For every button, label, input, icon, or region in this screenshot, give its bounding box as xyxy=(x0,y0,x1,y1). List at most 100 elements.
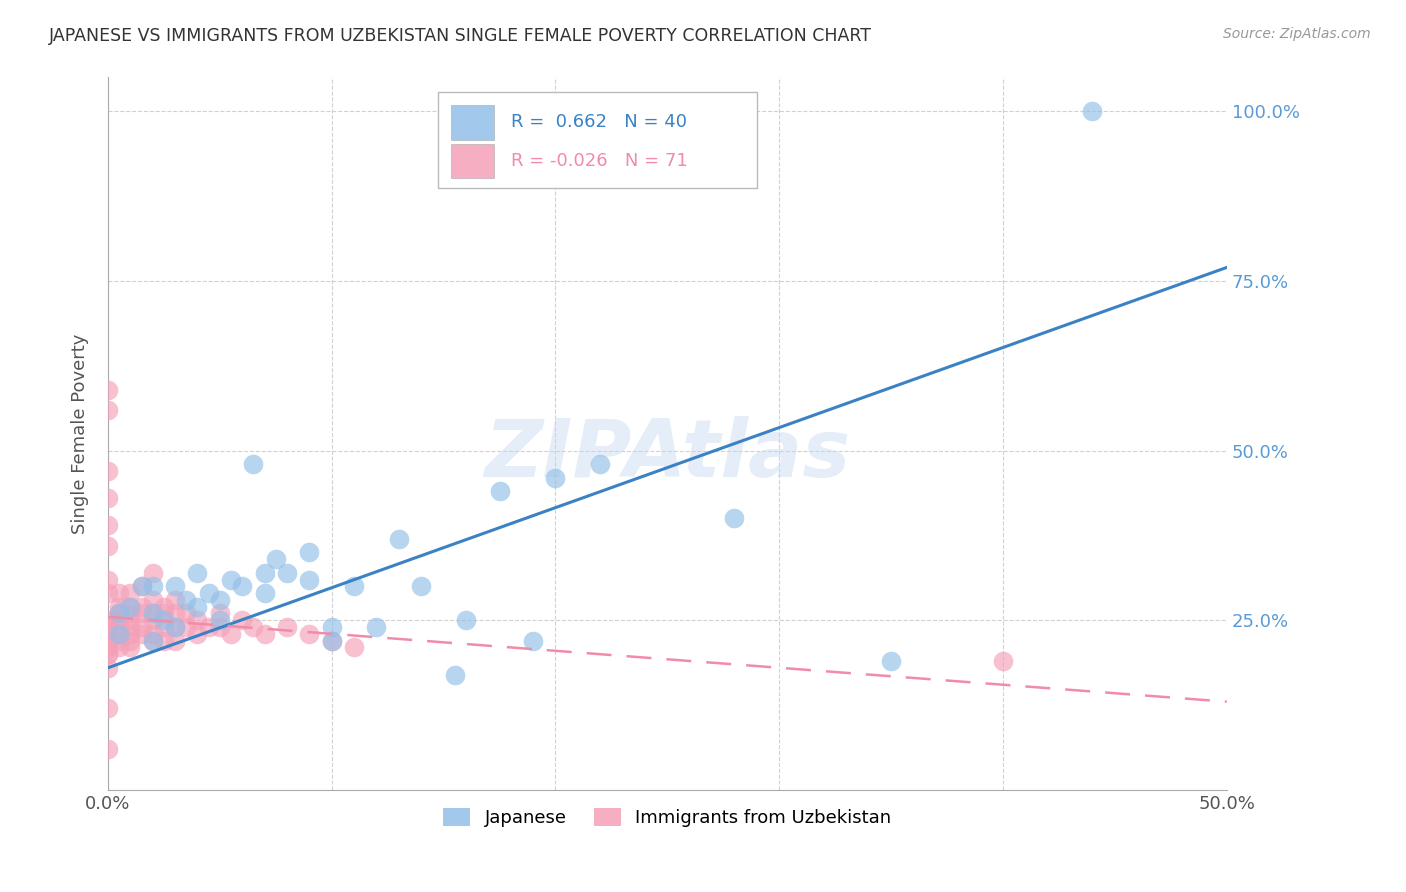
Point xyxy=(131,607,153,621)
Point xyxy=(165,620,187,634)
Point xyxy=(97,633,120,648)
Point xyxy=(120,599,142,614)
Point xyxy=(97,620,120,634)
Point xyxy=(97,742,120,756)
Point xyxy=(97,586,120,600)
Point xyxy=(142,613,165,627)
Point xyxy=(120,627,142,641)
Point xyxy=(443,667,465,681)
Point xyxy=(321,633,343,648)
Bar xyxy=(451,105,494,139)
Point xyxy=(153,599,176,614)
Point xyxy=(131,579,153,593)
Y-axis label: Single Female Poverty: Single Female Poverty xyxy=(72,334,89,534)
Point xyxy=(142,607,165,621)
Point xyxy=(108,633,131,648)
Point xyxy=(165,633,187,648)
Point xyxy=(176,593,198,607)
Point xyxy=(97,613,120,627)
Point xyxy=(231,579,253,593)
Point xyxy=(488,484,510,499)
Bar xyxy=(451,144,494,178)
Legend: Japanese, Immigrants from Uzbekistan: Japanese, Immigrants from Uzbekistan xyxy=(436,801,898,834)
Point xyxy=(120,640,142,655)
Point xyxy=(1081,104,1104,119)
Point xyxy=(298,573,321,587)
Point xyxy=(208,607,231,621)
Point xyxy=(197,620,219,634)
Point xyxy=(97,647,120,661)
Point xyxy=(589,457,612,471)
Point xyxy=(108,607,131,621)
Point xyxy=(97,383,120,397)
Text: Source: ZipAtlas.com: Source: ZipAtlas.com xyxy=(1223,27,1371,41)
Point xyxy=(176,620,198,634)
Point xyxy=(208,593,231,607)
Point xyxy=(242,620,264,634)
Point xyxy=(343,640,366,655)
Point xyxy=(454,613,477,627)
Point xyxy=(186,599,208,614)
Point xyxy=(321,633,343,648)
Point xyxy=(108,627,131,641)
Point xyxy=(186,627,208,641)
Point xyxy=(108,620,131,634)
Point xyxy=(108,607,131,621)
Point xyxy=(208,613,231,627)
Point xyxy=(120,633,142,648)
Point xyxy=(219,573,242,587)
Point xyxy=(153,620,176,634)
Point xyxy=(108,586,131,600)
Point xyxy=(723,511,745,525)
Point xyxy=(131,599,153,614)
Point xyxy=(153,613,176,627)
Point xyxy=(276,566,298,580)
Point xyxy=(544,471,567,485)
Point xyxy=(186,566,208,580)
Point xyxy=(131,627,153,641)
Point xyxy=(197,586,219,600)
Point xyxy=(108,599,131,614)
Point xyxy=(97,701,120,715)
Text: R =  0.662   N = 40: R = 0.662 N = 40 xyxy=(510,113,686,131)
Point xyxy=(108,613,131,627)
Point xyxy=(208,620,231,634)
Point xyxy=(142,607,165,621)
Point xyxy=(264,552,287,566)
Point xyxy=(411,579,433,593)
Point xyxy=(108,640,131,655)
Point xyxy=(131,579,153,593)
Point xyxy=(388,532,411,546)
Point xyxy=(97,464,120,478)
Point xyxy=(276,620,298,634)
Point xyxy=(219,627,242,641)
Point xyxy=(97,573,120,587)
Point xyxy=(97,620,120,634)
Point xyxy=(120,620,142,634)
Text: JAPANESE VS IMMIGRANTS FROM UZBEKISTAN SINGLE FEMALE POVERTY CORRELATION CHART: JAPANESE VS IMMIGRANTS FROM UZBEKISTAN S… xyxy=(49,27,872,45)
Point xyxy=(108,607,131,621)
Point xyxy=(120,599,142,614)
Point xyxy=(97,647,120,661)
Point xyxy=(165,593,187,607)
Point xyxy=(880,654,903,668)
Point xyxy=(120,586,142,600)
Point xyxy=(176,607,198,621)
FancyBboxPatch shape xyxy=(439,92,756,188)
Point xyxy=(186,613,208,627)
Point xyxy=(142,633,165,648)
Point xyxy=(153,607,176,621)
Point xyxy=(298,545,321,559)
Point xyxy=(142,627,165,641)
Point xyxy=(253,586,276,600)
Text: R = -0.026   N = 71: R = -0.026 N = 71 xyxy=(510,152,688,170)
Point xyxy=(120,613,142,627)
Point xyxy=(120,607,142,621)
Point xyxy=(343,579,366,593)
Point xyxy=(366,620,388,634)
Point xyxy=(231,613,253,627)
Point xyxy=(97,640,120,655)
Point xyxy=(522,633,544,648)
Point xyxy=(253,627,276,641)
Point xyxy=(108,627,131,641)
